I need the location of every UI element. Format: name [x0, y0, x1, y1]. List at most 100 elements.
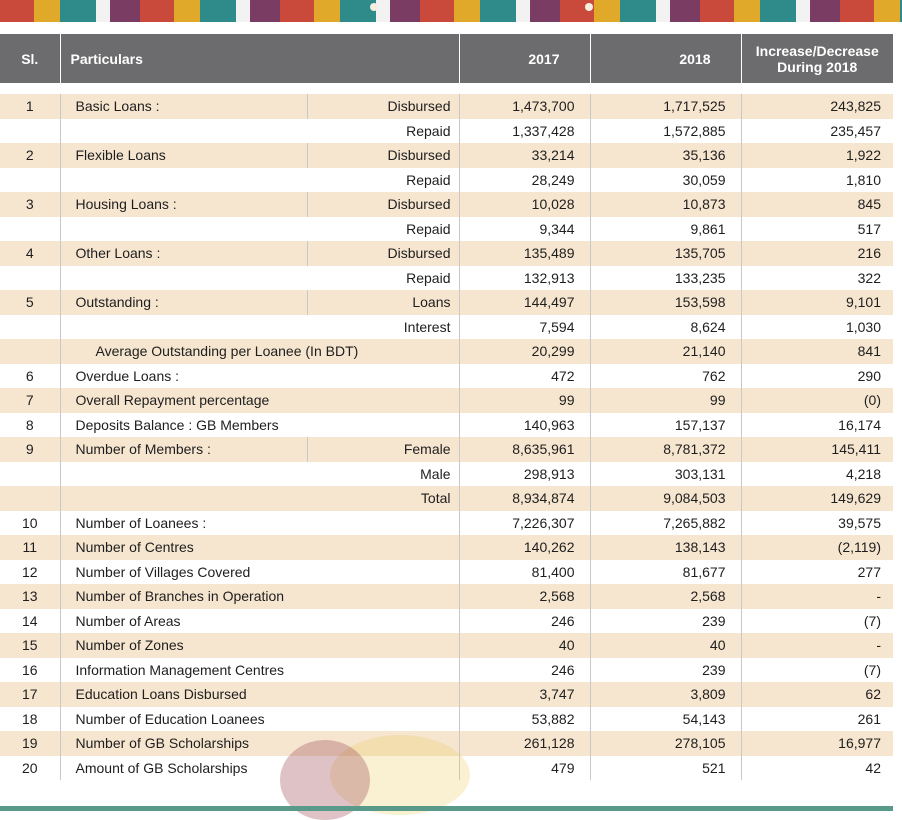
value-2017: 40: [459, 633, 591, 658]
value-2018: 8,624: [590, 314, 742, 339]
value-change: 216: [741, 241, 893, 266]
row-particular: Housing Loans :: [60, 192, 308, 217]
value-2018: 239: [590, 657, 742, 682]
value-2017: 246: [459, 657, 591, 682]
row-serial: [0, 118, 61, 143]
table-row: 15 Number of Zones 40 40-: [0, 633, 893, 658]
decorative-banner: [0, 0, 902, 22]
value-2018: 54,143: [590, 706, 742, 731]
row-sub-particular: Disbursed: [307, 241, 460, 266]
value-change: 235,457: [830, 122, 881, 139]
table-row: 1 Basic Loans : Disbursed 1,473,700 1,717,52…: [0, 94, 893, 119]
row-serial: 11: [0, 535, 61, 560]
value-change: 322: [857, 269, 881, 286]
bottom-border: [0, 806, 893, 811]
value-change: 4,218: [845, 465, 881, 482]
table-row: 10 Number of Loanees :7,226,307 7,265,882 3…: [0, 510, 893, 535]
value-2017: 8,934,874: [459, 486, 591, 511]
value-change: 39,575: [838, 514, 881, 531]
table-row: 5 Outstanding : Loans 144,497 153,598 9,101: [0, 290, 893, 315]
row-particular: Number of Zones: [60, 633, 460, 658]
value-change: 243,825: [741, 94, 893, 119]
row-particular: [60, 119, 307, 144]
row-serial: [0, 216, 61, 241]
value-change: 16,174: [838, 416, 881, 433]
row-serial: [0, 486, 61, 511]
value-change: 290: [857, 367, 881, 384]
table-row: 3 Housing Loans : Disbursed 10,028 10,873 845: [0, 192, 893, 217]
row-serial: [0, 167, 61, 192]
header-2018: 2018: [590, 34, 742, 83]
header-2017: 2017: [459, 34, 591, 83]
row-sub-particular: Male: [307, 461, 460, 486]
row-particular: [60, 315, 307, 340]
row-serial: 12: [0, 559, 61, 584]
value-change: 1,030: [845, 318, 881, 335]
table-header: Sl. Particulars 2017 2018 Increase/Decre…: [0, 34, 893, 83]
value-2017: 140,262: [459, 535, 591, 560]
row-serial: 7: [0, 388, 61, 413]
row-serial: 14: [0, 608, 61, 633]
value-2018: 138,143: [590, 535, 742, 560]
value-change: 1,810: [845, 171, 881, 188]
value-2018: 21,140: [590, 339, 742, 364]
row-serial: 1: [0, 94, 61, 119]
value-2017: 99: [459, 388, 591, 413]
header-sl: Sl.: [0, 34, 61, 83]
table-row: Male 298,913 303,131 4,218: [0, 461, 893, 487]
row-particular: [60, 486, 307, 511]
row-particular: Number of Areas: [60, 608, 460, 633]
value-2017: 140,963: [459, 412, 591, 437]
value-2017: 10,028: [459, 192, 591, 217]
value-2018: 99: [590, 388, 742, 413]
value-2018: 8,781,372: [590, 437, 742, 462]
value-2018: 9,861: [590, 216, 742, 241]
value-change: 841: [741, 339, 893, 364]
header-change-line1: Increase/Decrease: [755, 42, 879, 59]
row-serial: 4: [0, 241, 61, 266]
row-particular: [60, 266, 307, 291]
value-2018: 303,131: [590, 461, 742, 486]
row-serial: 9: [0, 437, 61, 462]
row-sub-particular: Loans: [307, 290, 460, 315]
row-particular: Outstanding :: [60, 290, 308, 315]
table-row: 18 Number of Education Loanees 53,882 54,14…: [0, 706, 893, 731]
value-2017: 135,489: [459, 241, 591, 266]
row-serial: 15: [0, 633, 61, 658]
row-particular: Number of Loanees :: [60, 510, 460, 535]
table-row: Interest 7,594 8,624 1,030: [0, 314, 893, 340]
row-particular: [60, 217, 307, 242]
value-2018: 1,717,525: [590, 94, 742, 119]
row-serial: [0, 339, 61, 364]
row-particular: Education Loans Disbursed: [60, 682, 460, 707]
value-change: 1,922: [741, 143, 893, 168]
table-row: 6 Overdue Loans :472 762 290: [0, 363, 893, 388]
value-change: 149,629: [741, 486, 893, 511]
row-particular: [60, 168, 307, 193]
table-row: 4 Other Loans : Disbursed 135,489 135,705 216: [0, 241, 893, 266]
value-change: (2,119): [741, 535, 893, 560]
table-row: 7 Overall Repayment percentage 99 99 (0): [0, 388, 893, 413]
value-2017: 20,299: [459, 339, 591, 364]
value-2017: 479: [459, 755, 591, 780]
table-row: Total 8,934,874 9,084,503 149,629: [0, 486, 893, 511]
value-change: -: [741, 633, 893, 658]
value-2018: 133,235: [590, 265, 742, 290]
row-serial: 16: [0, 657, 61, 682]
value-2018: 3,809: [590, 682, 742, 707]
row-sub-particular: Disbursed: [307, 192, 460, 217]
row-particular: [60, 462, 307, 487]
row-particular: Basic Loans :: [60, 94, 308, 119]
row-serial: 19: [0, 731, 61, 756]
row-serial: 2: [0, 143, 61, 168]
value-change: 261: [857, 710, 881, 727]
value-2018: 157,137: [590, 412, 742, 437]
row-particular: Overall Repayment percentage: [60, 388, 460, 413]
row-serial: 6: [0, 363, 61, 388]
value-change: 517: [857, 220, 881, 237]
row-serial: 3: [0, 192, 61, 217]
row-serial: 5: [0, 290, 61, 315]
value-change: 16,977: [741, 731, 893, 756]
value-change: (0): [741, 388, 893, 413]
value-2017: 144,497: [459, 290, 591, 315]
